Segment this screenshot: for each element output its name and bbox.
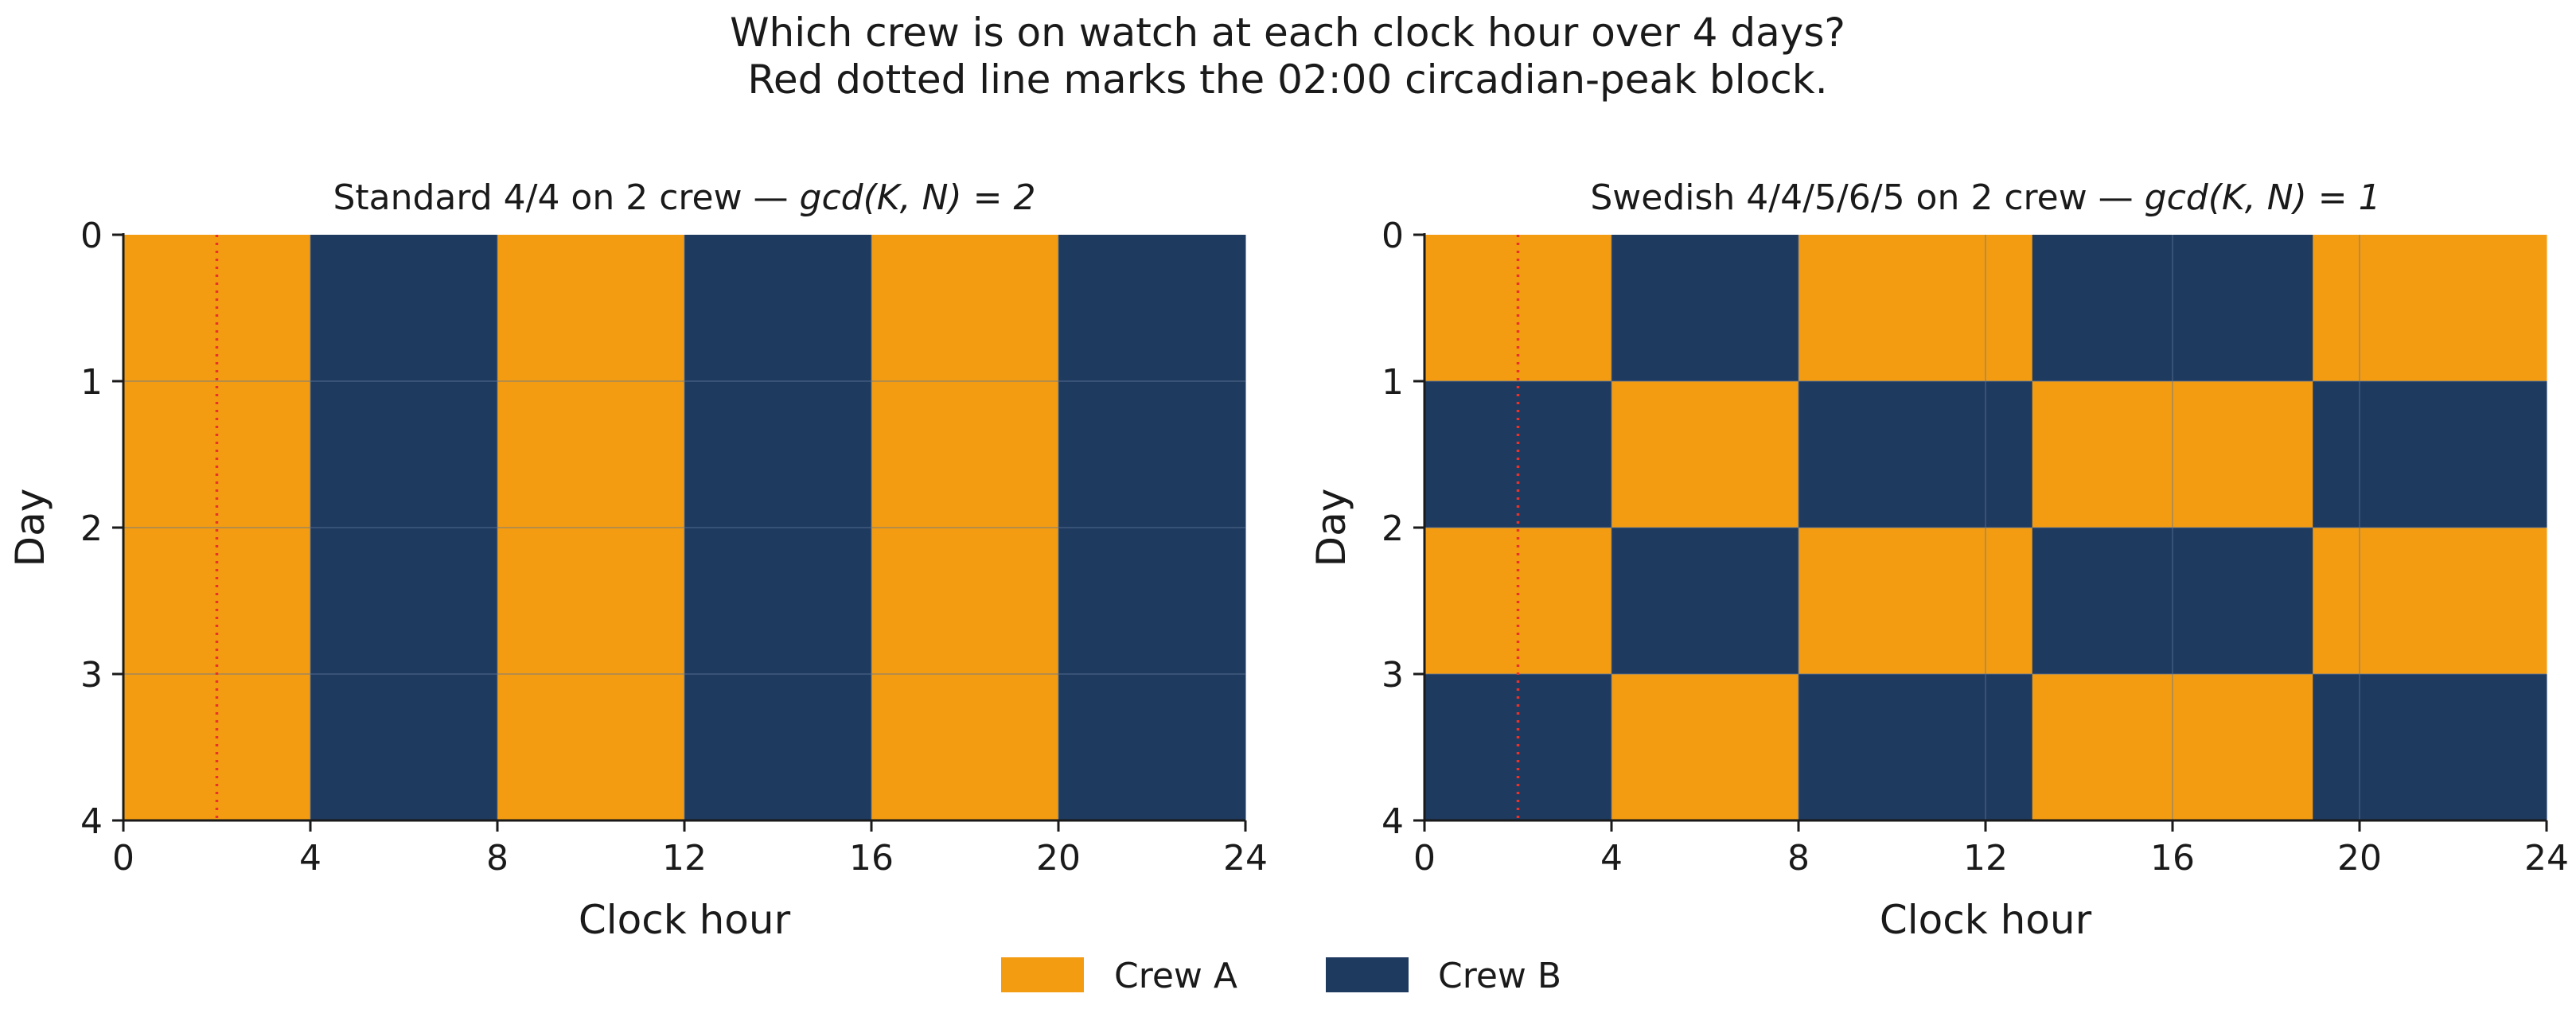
watch-block-crew-a (871, 235, 1059, 382)
y-tick-label: 0 (1382, 216, 1404, 256)
watch-block-crew-b (2313, 674, 2547, 821)
watch-block-crew-b (684, 528, 872, 675)
watch-block-crew-a (497, 528, 685, 675)
figure-title-line-1: Which crew is on watch at each clock hou… (730, 10, 1845, 56)
legend-label-crew-a: Crew A (1114, 956, 1237, 996)
watch-block-crew-b (1058, 674, 1246, 821)
x-tick-label: 16 (849, 838, 894, 879)
watch-block-crew-b (310, 235, 498, 382)
watch-block-crew-b (1611, 528, 1799, 675)
watch-block-crew-b (310, 381, 498, 528)
watch-block-crew-b (1058, 528, 1246, 675)
watch-block-crew-a (123, 674, 311, 821)
watch-block-crew-b (310, 528, 498, 675)
watch-block-crew-b (684, 235, 872, 382)
watch-block-crew-b (1058, 381, 1246, 528)
watch-block-crew-a (1611, 381, 1799, 528)
y-tick-label: 0 (80, 216, 103, 256)
x-tick-label: 4 (299, 838, 322, 879)
watch-block-crew-a (497, 674, 685, 821)
figure-title-line-2: Red dotted line marks the 02:00 circadia… (747, 56, 1827, 103)
x-tick-label: 0 (112, 838, 134, 879)
y-tick-label: 3 (80, 655, 103, 696)
watch-block-crew-a (1799, 528, 2033, 675)
legend: Crew A Crew B (1001, 956, 1561, 996)
watch-block-crew-b (1424, 381, 1612, 528)
x-tick-label: 20 (2337, 838, 2382, 879)
y-tick-label: 2 (80, 509, 103, 549)
watch-block-crew-a (2313, 528, 2547, 675)
watch-block-crew-a (871, 674, 1059, 821)
x-axis-label: Clock hour (1880, 897, 2092, 943)
panel-title: Swedish 4/4/5/6/5 on 2 crew — gcd(K, N) … (1590, 177, 2380, 218)
x-tick-label: 16 (2150, 838, 2195, 879)
x-tick-label: 12 (1963, 838, 2008, 879)
legend-swatch-crew-b (1326, 957, 1409, 992)
watch-block-crew-b (1058, 235, 1246, 382)
watch-block-crew-a (1611, 674, 1799, 821)
y-axis-label: Day (7, 489, 53, 567)
watch-block-crew-a (2313, 235, 2547, 382)
watch-block-crew-b (1799, 381, 2033, 528)
y-axis-label: Day (1308, 489, 1354, 567)
watch-block-crew-b (310, 674, 498, 821)
x-tick-label: 20 (1036, 838, 1081, 879)
x-axis-label: Clock hour (579, 897, 791, 943)
y-tick-label: 4 (80, 801, 103, 842)
x-tick-label: 4 (1600, 838, 1623, 879)
x-tick-label: 12 (662, 838, 707, 879)
watch-block-crew-a (871, 528, 1059, 675)
watch-block-crew-a (497, 235, 685, 382)
watch-block-crew-b (2313, 381, 2547, 528)
y-tick-label: 1 (1382, 362, 1404, 403)
watch-block-crew-b (1424, 674, 1612, 821)
watch-block-crew-b (1611, 235, 1799, 382)
y-tick-label: 4 (1382, 801, 1404, 842)
legend-swatch-crew-a (1001, 957, 1084, 992)
x-tick-label: 8 (1787, 838, 1810, 879)
watch-block-crew-b (684, 381, 872, 528)
x-tick-label: 24 (2524, 838, 2569, 879)
y-tick-label: 1 (80, 362, 103, 403)
watch-block-crew-a (123, 381, 311, 528)
watch-block-crew-a (1799, 235, 2033, 382)
x-tick-label: 0 (1413, 838, 1436, 879)
watch-block-crew-a (871, 381, 1059, 528)
watch-block-crew-a (497, 381, 685, 528)
watch-block-crew-b (1799, 674, 2033, 821)
y-tick-label: 2 (1382, 509, 1404, 549)
x-tick-label: 24 (1223, 838, 1268, 879)
x-tick-label: 8 (486, 838, 509, 879)
legend-label-crew-b: Crew B (1438, 956, 1561, 996)
panel-title: Standard 4/4 on 2 crew — gcd(K, N) = 2 (333, 177, 1035, 218)
y-tick-label: 3 (1382, 655, 1404, 696)
watch-block-crew-b (684, 674, 872, 821)
